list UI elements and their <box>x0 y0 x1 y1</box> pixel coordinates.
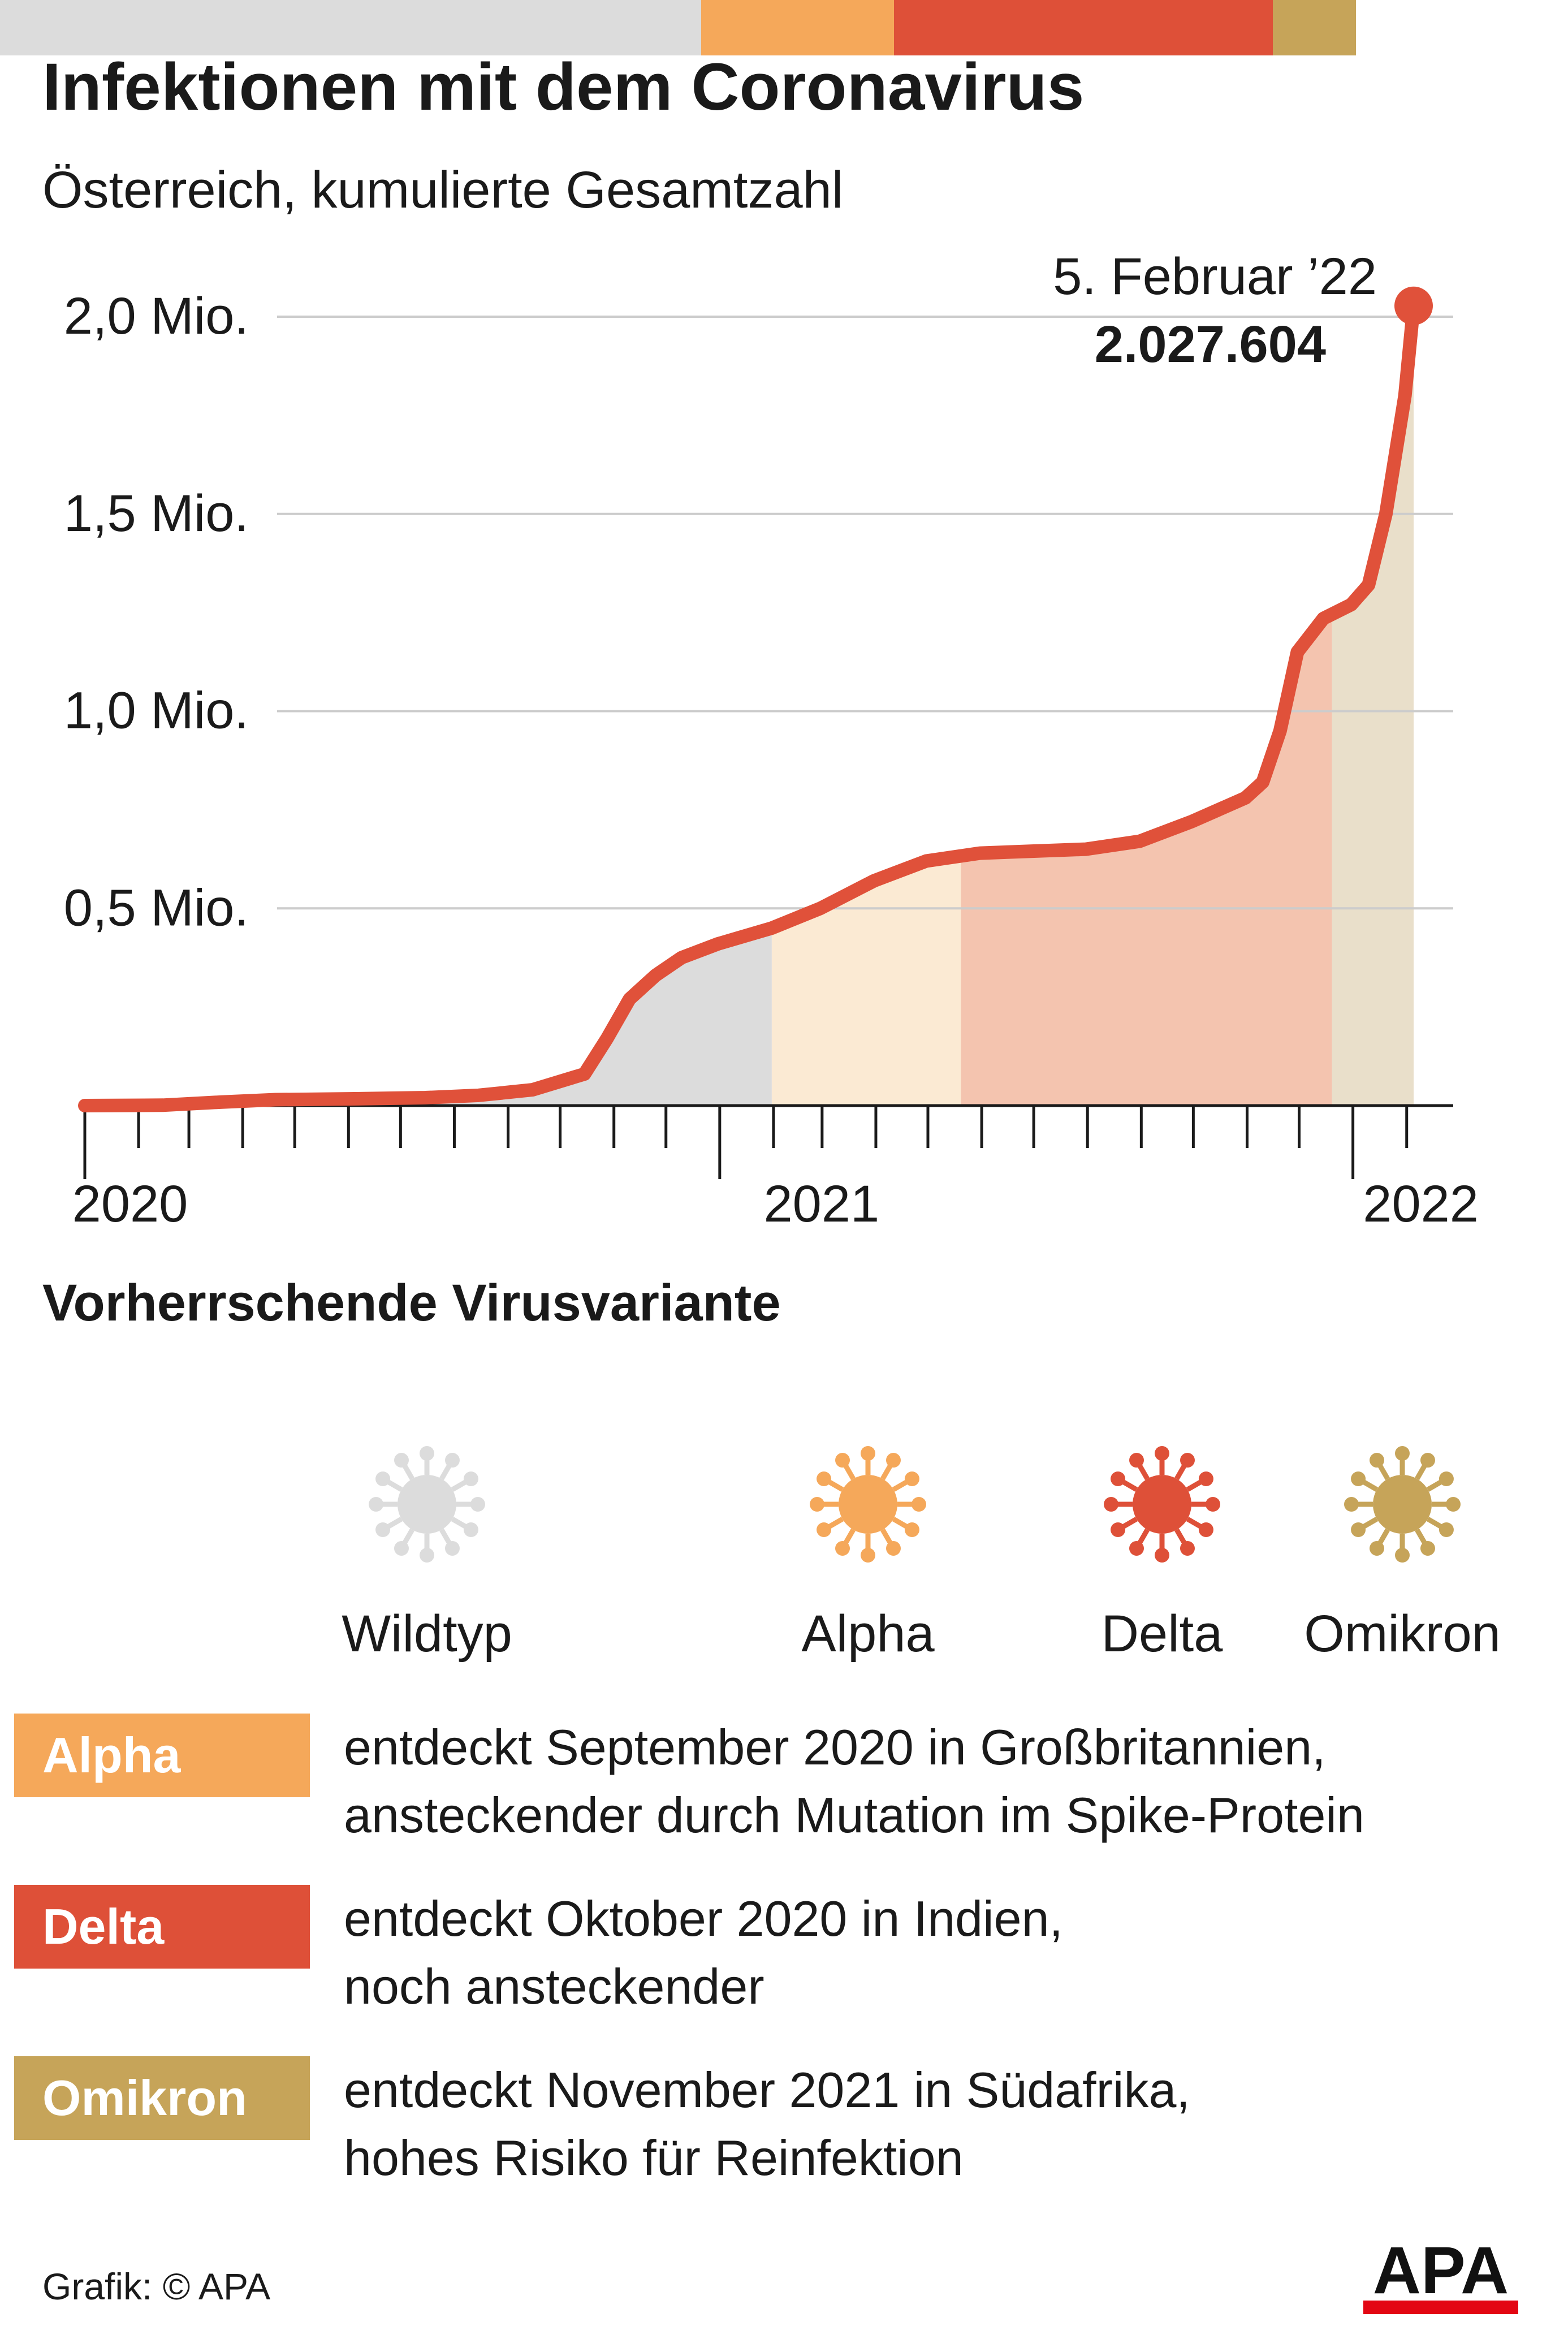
data-point <box>655 975 656 976</box>
data-point <box>584 1073 585 1074</box>
data-point <box>874 880 875 881</box>
x-tick-labels: 2020 2021 2022 <box>72 1175 1479 1233</box>
y-tick-label: 2,0 Mio. <box>64 287 249 345</box>
data-point <box>424 1097 425 1098</box>
chart-subtitle: Österreich, kumulierte Gesamtzahl <box>42 161 844 219</box>
series-line <box>78 299 1420 1112</box>
data-point <box>1405 395 1406 396</box>
variant-label: Wildtyp <box>342 1605 512 1663</box>
data-point <box>1368 584 1369 585</box>
y-tick-label: 1,5 Mio. <box>64 485 249 542</box>
variant-bar-omikron <box>1272 0 1356 55</box>
variant-legend-omikron: Omikron <box>1255 1445 1549 1660</box>
variant-badge: Omikron <box>14 2056 310 2140</box>
variant-badge: Delta <box>14 1885 310 1969</box>
y-tick-label: 0,5 Mio. <box>64 879 249 937</box>
data-point <box>1262 782 1263 783</box>
annotation-value: 2.027.604 <box>1095 316 1326 373</box>
x-tick-label: 2022 <box>1363 1175 1479 1233</box>
data-point <box>1280 730 1281 731</box>
credit-text: Grafik: © APA <box>42 2265 271 2307</box>
data-point <box>926 861 927 862</box>
data-point <box>348 1098 349 1099</box>
variant-badge: Alpha <box>14 1714 310 1797</box>
data-point <box>1351 604 1352 605</box>
variant-label: Alpha <box>801 1605 935 1663</box>
variant-bar-alpha <box>701 0 894 55</box>
variant-legend-alpha: Alpha <box>721 1445 1015 1660</box>
variant-label: Omikron <box>1304 1605 1501 1663</box>
x-tick-label: 2021 <box>764 1175 880 1233</box>
chart-title: Infektionen mit dem Coronavirus <box>42 50 1085 124</box>
data-point <box>1031 851 1033 852</box>
apa-logo: APA <box>1363 2239 1518 2314</box>
shaded-period-1 <box>771 856 961 1106</box>
x-axis <box>83 1104 1453 1179</box>
data-point <box>629 999 630 1000</box>
variant-description: entdeckt September 2020 in Großbritannie… <box>344 1719 1364 1843</box>
x-tick-label: 2020 <box>72 1175 188 1233</box>
virus-icon <box>810 1446 926 1563</box>
variant-description: entdeckt November 2021 in Südafrika, hohe… <box>344 2062 1190 2186</box>
data-point <box>681 957 682 958</box>
svg-text:APA: APA <box>1373 2239 1509 2308</box>
data-point <box>1085 849 1086 850</box>
variant-bar-delta <box>893 0 1273 55</box>
virus-icon <box>1344 1446 1461 1563</box>
infection-series <box>78 299 1420 1112</box>
data-point <box>606 1038 607 1039</box>
data-point <box>1139 841 1140 842</box>
variant-legend-wildtyp: Wildtyp <box>280 1445 574 1660</box>
data-point <box>84 1105 85 1106</box>
variants-heading: Vorherrschende Virusvariante <box>42 1274 781 1332</box>
data-point <box>478 1095 479 1096</box>
virus-icon <box>369 1446 485 1563</box>
latest-value-marker <box>1394 286 1433 325</box>
shaded-period-0 <box>85 928 772 1106</box>
cumulative-infections-chart: 0,5 Mio.1,0 Mio.1,5 Mio.2,0 Mio. 2020 202… <box>64 248 1479 1233</box>
variant-description: entdeckt Oktober 2020 in Indien, noch ans… <box>344 1891 1063 2014</box>
variant-period-shading <box>85 305 1414 1106</box>
y-tick-label: 1,0 Mio. <box>64 682 249 740</box>
virus-icon <box>1104 1446 1220 1563</box>
y-gridlines <box>277 316 1453 910</box>
data-point <box>1323 618 1324 619</box>
data-point <box>718 943 719 944</box>
variant-legend-delta: Delta <box>1015 1445 1309 1660</box>
data-point <box>532 1089 533 1090</box>
annotation-date: 5. Februar ’22 <box>1053 248 1377 305</box>
data-point <box>771 927 772 929</box>
data-point <box>979 853 980 854</box>
variant-bar-wildtyp <box>0 0 701 55</box>
data-point <box>1191 821 1192 822</box>
latest-value-annotation: 5. Februar ’22 2.027.604 <box>1053 248 1433 373</box>
data-point <box>1385 513 1386 515</box>
data-point <box>820 908 821 909</box>
data-point <box>1245 797 1246 799</box>
data-point <box>162 1104 163 1106</box>
data-point <box>275 1099 276 1101</box>
shaded-period-2 <box>961 614 1332 1106</box>
variant-timeline-bar <box>0 0 1356 55</box>
data-point <box>221 1102 222 1103</box>
variant-label: Delta <box>1101 1605 1223 1663</box>
y-tick-labels: 0,5 Mio. 1,0 Mio. 1,5 Mio. 2,0 Mio. <box>64 287 249 937</box>
data-point <box>1297 651 1298 653</box>
